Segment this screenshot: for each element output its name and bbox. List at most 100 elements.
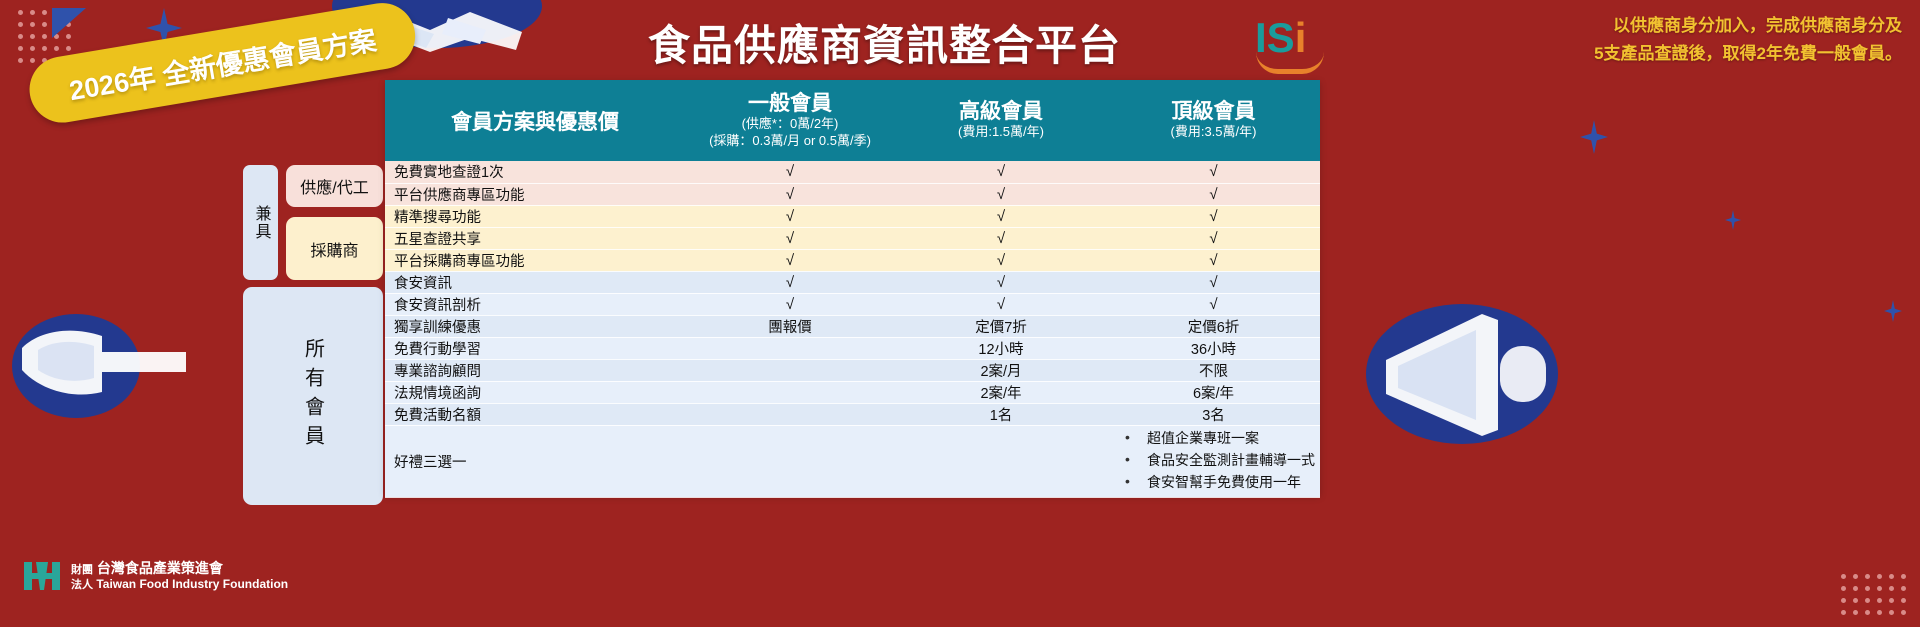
header-premium-member: 頂級會員 (費用:3.5萬/年) — [1107, 80, 1320, 161]
category-buyer: 採購商 — [286, 217, 383, 280]
table-row: 專業諮詢顧問 2案/月 不限 — [385, 359, 1320, 382]
cell-premium-bullets: 超值企業專班一案食品安全監測計畫輔導一式食安智幫手免費使用一年 — [1107, 425, 1320, 498]
table-body: 免費實地查證1次 √ √ √ 平台供應商專區功能 √ √ √ 精準搜尋功能 √ √ √ 五星查證共享 √ √… — [385, 161, 1320, 498]
isi-logo-i2: i — [1294, 14, 1307, 61]
header-advanced-sub1: (費用:1.5萬/年) — [958, 124, 1044, 140]
cell-general: √ — [685, 249, 895, 272]
table-row: 食安資訊 √ √ √ — [385, 271, 1320, 294]
row-label: 專業諮詢顧問 — [385, 359, 685, 382]
table-row: 獨享訓練優惠 團報價 定價7折 定價6折 — [385, 315, 1320, 338]
cell-general — [685, 337, 895, 360]
category-span-both: 兼具 — [243, 165, 278, 280]
cell-advanced: 2案/年 — [895, 381, 1107, 404]
cell-general: √ — [685, 227, 895, 250]
cell-premium: √ — [1107, 249, 1320, 272]
table-row: 五星查證共享 √ √ √ — [385, 227, 1320, 250]
table-row: 精準搜尋功能 √ √ √ — [385, 205, 1320, 228]
foundation-line2-main: Taiwan Food Industry Foundation — [96, 577, 289, 591]
megaphone-illustration — [1366, 304, 1558, 444]
header-general-sub2: (採購：0.3萬/月 or 0.5萬/季) — [709, 132, 871, 148]
cell-advanced: 2案/月 — [895, 359, 1107, 382]
table-row: 平台採購商專區功能 √ √ √ — [385, 249, 1320, 272]
cell-premium: √ — [1107, 183, 1320, 206]
cell-premium: 6案/年 — [1107, 381, 1320, 404]
table-row: 平台供應商專區功能 √ √ √ — [385, 183, 1320, 206]
header-premium-name: 頂級會員 — [1171, 99, 1256, 123]
table-row: 好禮三選一 超值企業專班一案食品安全監測計畫輔導一式食安智幫手免費使用一年 — [385, 425, 1320, 498]
table-header-row: 會員方案與優惠價 一般會員 (供應*：0萬/2年) (採購：0.3萬/月 or … — [385, 80, 1320, 161]
cell-premium: 3名 — [1107, 403, 1320, 426]
row-label: 食安資訊 — [385, 271, 685, 294]
cell-advanced: √ — [895, 161, 1107, 184]
cell-premium: √ — [1107, 227, 1320, 250]
header-general-sub1: (供應*：0萬/2年) — [741, 115, 839, 131]
cell-general: √ — [685, 205, 895, 228]
cell-advanced — [895, 425, 1107, 498]
dot-grid-bottom-right — [1841, 574, 1906, 615]
foundation-line1-prefix: 財團 — [71, 563, 93, 576]
cell-general: 團報價 — [685, 315, 895, 338]
row-label: 好禮三選一 — [385, 425, 685, 498]
cell-general — [685, 381, 895, 404]
header-premium-sub1: (費用:3.5萬/年) — [1170, 124, 1257, 140]
membership-plan-table: 會員方案與優惠價 一般會員 (供應*：0萬/2年) (採購：0.3萬/月 or … — [385, 80, 1320, 498]
cell-advanced: √ — [895, 271, 1107, 294]
cell-general: √ — [685, 293, 895, 316]
sparkle-icon-3 — [1725, 210, 1741, 230]
cell-advanced: √ — [895, 183, 1107, 206]
cell-premium: √ — [1107, 271, 1320, 294]
row-label: 法規情境函詢 — [385, 381, 685, 404]
foundation-logo: 財團 台灣食品產業策進會 法人 Taiwan Food Industry Fou… — [22, 558, 288, 594]
cell-premium: √ — [1107, 161, 1320, 184]
cell-general: √ — [685, 161, 895, 184]
bullet-item: 食安智幫手免費使用一年 — [1121, 471, 1320, 494]
cell-general: √ — [685, 183, 895, 206]
row-label: 平台供應商專區功能 — [385, 183, 685, 206]
row-label: 免費實地查證1次 — [385, 161, 685, 184]
cell-advanced: √ — [895, 249, 1107, 272]
promo-ribbon-label: 2026年 全新優惠會員方案 — [67, 24, 379, 106]
row-label: 五星查證共享 — [385, 227, 685, 250]
cell-advanced: √ — [895, 205, 1107, 228]
bullet-item: 超值企業專班一案 — [1121, 427, 1320, 450]
header-plan-column: 會員方案與優惠價 — [385, 80, 685, 161]
isi-logo-arc-icon — [1256, 52, 1324, 74]
corner-triangle-decor — [52, 8, 86, 38]
header-general-member: 一般會員 (供應*：0萬/2年) (採購：0.3萬/月 or 0.5萬/季) — [685, 80, 895, 161]
table-row: 免費行動學習 12小時 36小時 — [385, 337, 1320, 360]
cell-premium: 不限 — [1107, 359, 1320, 382]
header-advanced-member: 高級會員 (費用:1.5萬/年) — [895, 80, 1107, 161]
cell-general — [685, 359, 895, 382]
foundation-line1-main: 台灣食品產業策進會 — [96, 559, 223, 576]
isi-logo-i1: I — [1255, 14, 1267, 61]
category-span-both-label: 兼具 — [252, 204, 270, 241]
cell-advanced: √ — [895, 293, 1107, 316]
cell-advanced: 定價7折 — [895, 315, 1107, 338]
table-row: 食安資訊剖析 √ √ √ — [385, 293, 1320, 316]
row-label: 免費活動名額 — [385, 403, 685, 426]
promo-note-line2: 5支產品查證後，取得2年免費一般會員。 — [1594, 44, 1902, 64]
category-all-members: 所有會員 — [243, 287, 383, 505]
table-row: 法規情境函詢 2案/年 6案/年 — [385, 381, 1320, 404]
promo-note: 以供應商身分加入，完成供應商身分及 5支產品查證後，取得2年免費一般會員。 — [1594, 12, 1902, 68]
sparkle-icon-4 — [1884, 300, 1902, 322]
cell-advanced: √ — [895, 227, 1107, 250]
category-supplier: 供應/代工 — [286, 165, 383, 207]
cell-premium: 36小時 — [1107, 337, 1320, 360]
cell-general: √ — [685, 271, 895, 294]
header-general-name: 一般會員 — [748, 91, 832, 115]
sparkle-icon-2 — [1580, 120, 1608, 154]
row-label: 平台採購商專區功能 — [385, 249, 685, 272]
foundation-mark-icon — [24, 562, 60, 590]
row-label: 食安資訊剖析 — [385, 293, 685, 316]
table-row: 免費活動名額 1名 3名 — [385, 403, 1320, 426]
cell-advanced: 1名 — [895, 403, 1107, 426]
cell-premium: √ — [1107, 205, 1320, 228]
table-row: 免費實地查證1次 √ √ √ — [385, 161, 1320, 184]
category-all-members-label: 所有會員 — [301, 338, 324, 454]
row-label: 獨享訓練優惠 — [385, 315, 685, 338]
cell-general — [685, 403, 895, 426]
pointing-hand-illustration — [12, 314, 186, 418]
cell-premium: √ — [1107, 293, 1320, 316]
page-title: 食品供應商資訊整合平台 — [648, 22, 1122, 69]
